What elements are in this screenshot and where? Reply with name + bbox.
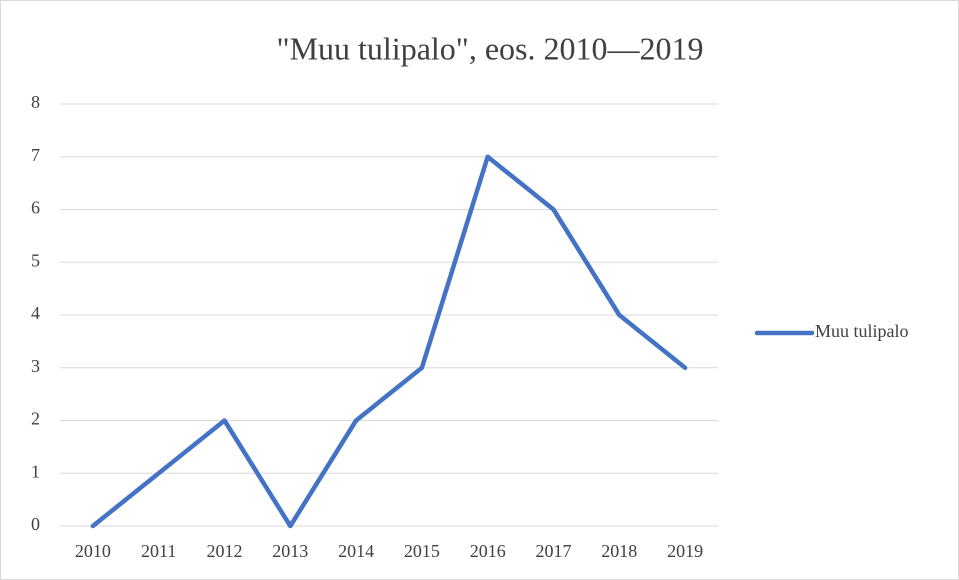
line <box>90 154 688 529</box>
y-tick-label: 0 <box>31 514 40 534</box>
x-tick-label: 2011 <box>141 541 176 561</box>
legend-label: Muu tulipalo <box>815 321 909 341</box>
y-tick-label: 2 <box>31 409 40 429</box>
x-tick-label: 2015 <box>404 541 440 561</box>
y-tick-label: 8 <box>31 92 40 112</box>
x-tick-label: 2010 <box>75 541 111 561</box>
y-tick-label: 3 <box>31 356 40 376</box>
y-tick-label: 1 <box>31 461 40 481</box>
x-tick-label: 2012 <box>207 541 243 561</box>
chart-title: "Muu tulipalo", eos. 2010—2019 <box>277 30 704 66</box>
x-tick-label: 2017 <box>536 541 572 561</box>
x-tick-label: 2014 <box>338 541 374 561</box>
x-tick-label: 2016 <box>470 541 506 561</box>
x-tick-label: 2018 <box>601 541 637 561</box>
y-tick-label: 7 <box>31 145 40 165</box>
y-tick-label: 5 <box>31 250 40 270</box>
x-tick-label: 2019 <box>667 541 703 561</box>
x-tick-label: 2013 <box>272 541 308 561</box>
y-tick-label: 6 <box>31 198 40 218</box>
y-tick-label: 4 <box>31 303 40 323</box>
